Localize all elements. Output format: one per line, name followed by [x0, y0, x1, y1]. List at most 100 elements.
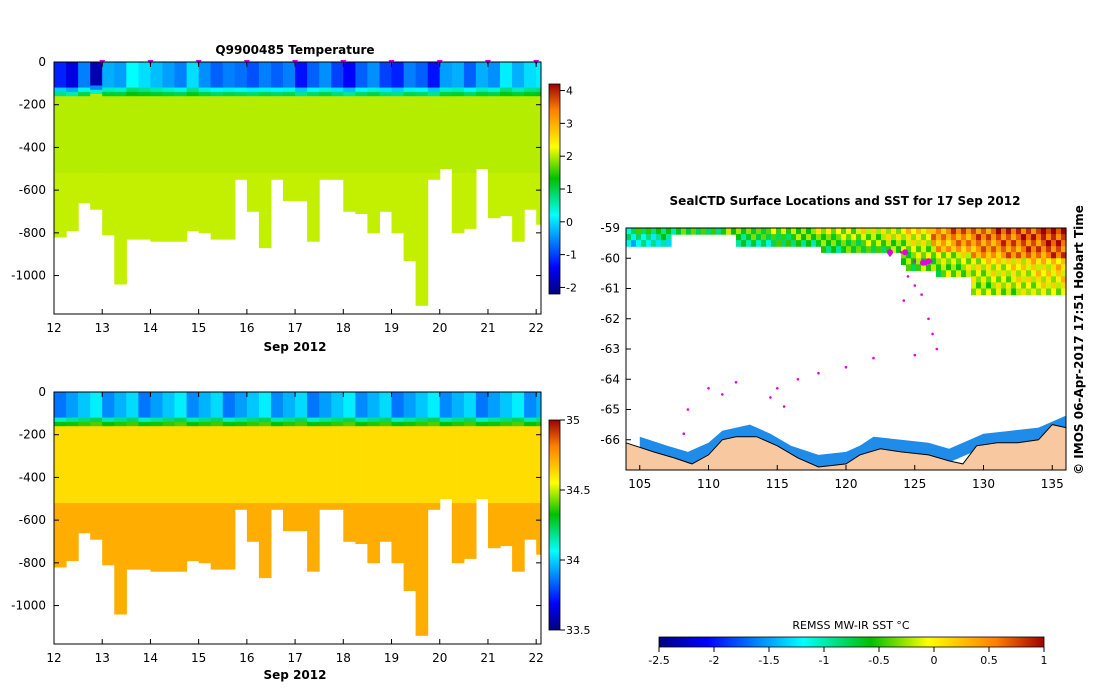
sst-cell: [916, 258, 922, 265]
section-cell: [415, 173, 429, 306]
track-point: [913, 260, 917, 263]
section-cell: [319, 87, 332, 93]
sst-cell: [1056, 228, 1062, 235]
sst-cell: [846, 246, 852, 253]
sst-colorbar-tick-label: -2.5: [648, 654, 669, 667]
y-tick-label: 0: [38, 55, 46, 69]
sst-cell: [1011, 234, 1017, 241]
section-cell: [54, 87, 67, 93]
section-cell: [114, 426, 127, 504]
section-cell: [475, 426, 489, 500]
sst-cell: [1026, 258, 1032, 265]
section-cell: [234, 91, 248, 97]
sst-cell: [976, 228, 982, 235]
section-cell: [403, 392, 417, 418]
sst-cell: [921, 252, 927, 259]
sst-cell: [961, 264, 967, 271]
sst-cell: [831, 234, 837, 241]
sst-cell: [981, 258, 987, 265]
section-cell: [258, 62, 272, 88]
sst-cell: [971, 258, 977, 265]
section-cell: [186, 421, 200, 427]
section-cell: [258, 91, 272, 97]
sst-cell: [931, 240, 937, 247]
sst-cell: [1051, 288, 1057, 296]
sst-cell: [1041, 282, 1047, 290]
sst-cell: [986, 234, 992, 241]
section-cell: [427, 96, 441, 174]
section-cell: [427, 392, 441, 418]
sst-cell: [916, 234, 922, 241]
section-cell: [379, 392, 393, 418]
sst-cell: [991, 288, 997, 296]
section-cell: [246, 392, 260, 418]
section-cell: [355, 87, 368, 93]
section-cell: [403, 96, 417, 174]
salinity-y-axis: 0 -200 -400 -600 -800 -1000: [11, 385, 541, 613]
map-x-tick-label: 110: [697, 477, 720, 491]
section-cell: [90, 503, 103, 540]
sst-cell: [646, 234, 652, 241]
section-cell: [234, 173, 248, 180]
section-cell: [90, 89, 103, 95]
sst-cell: [931, 252, 937, 259]
section-cell: [403, 91, 417, 97]
section-cell: [186, 96, 200, 174]
section-cell: [500, 96, 513, 174]
section-cell: [234, 392, 248, 418]
section-cell: [355, 503, 368, 544]
section-cell: [343, 173, 356, 212]
section-cell: [355, 173, 368, 214]
sst-cell: [951, 252, 957, 259]
sst-cell: [1026, 276, 1032, 284]
temperature-colorbar-ticks: -2 -1 0 1 2 3 4: [560, 85, 577, 294]
sst-cell: [936, 252, 942, 259]
sst-cell: [1006, 252, 1012, 259]
sst-cell: [1046, 288, 1052, 296]
section-cell: [451, 62, 465, 88]
section-cell: [379, 87, 393, 93]
section-cell: [210, 62, 224, 88]
section-cell: [331, 96, 344, 174]
y-tick-label: -400: [19, 140, 46, 154]
sst-cell: [646, 240, 652, 247]
section-cell: [367, 87, 380, 93]
sst-cell: [1016, 234, 1022, 241]
section-cell: [102, 417, 115, 423]
sst-cell: [1011, 282, 1017, 290]
section-cell: [246, 62, 260, 88]
section-cell: [512, 91, 525, 97]
sst-cell: [971, 270, 977, 277]
section-cell: [295, 96, 308, 174]
sst-cell: [981, 264, 987, 271]
section-cell: [234, 87, 248, 93]
sst-cell: [921, 234, 927, 241]
section-cell: [90, 426, 103, 504]
sst-cell: [736, 234, 742, 241]
sst-cell: [986, 252, 992, 259]
sst-cell: [896, 228, 902, 235]
sst-cell: [756, 240, 762, 247]
sst-cell: [891, 246, 897, 253]
section-cell: [488, 87, 501, 93]
section-cell: [271, 421, 284, 427]
map-title: SealCTD Surface Locations and SST for 17…: [670, 194, 1021, 208]
track-point: [686, 408, 690, 411]
section-cell: [524, 503, 537, 540]
section-cell: [439, 91, 453, 97]
track-point: [872, 356, 875, 360]
section-cell: [536, 96, 542, 174]
section-cell: [258, 87, 272, 93]
section-cell: [54, 91, 67, 97]
sst-cell: [756, 234, 762, 241]
sst-cell: [1036, 264, 1042, 271]
sst-cell: [991, 270, 997, 277]
section-cell: [343, 503, 356, 542]
sst-cell: [826, 228, 832, 235]
section-cell: [524, 421, 537, 427]
sst-cell: [996, 276, 1002, 284]
sst-cell: [966, 228, 972, 235]
sst-cell: [881, 240, 887, 247]
sst-cell: [941, 270, 947, 277]
section-cell: [198, 91, 212, 97]
